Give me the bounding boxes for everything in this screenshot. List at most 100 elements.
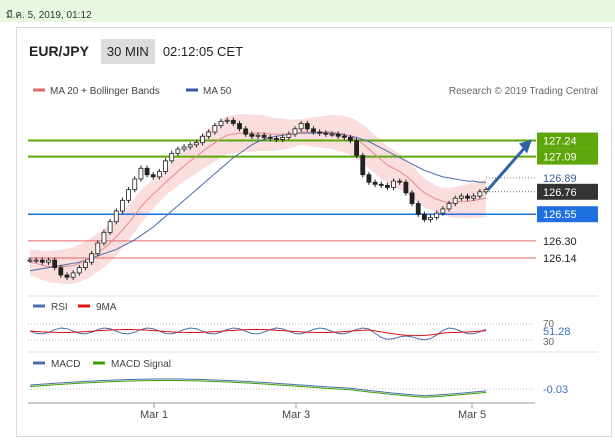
candle-body-29 <box>206 131 212 137</box>
candle-body-12 <box>101 231 107 244</box>
level-label-0: 127.24 <box>543 136 577 148</box>
candle-body-11 <box>95 242 101 255</box>
candle-body-16 <box>126 189 131 201</box>
bollinger-band <box>30 113 486 285</box>
candle-body-13 <box>107 221 113 233</box>
candle-body-54 <box>360 155 366 176</box>
candle-body-38 <box>261 134 267 138</box>
chart-time: 02:12:05 CET <box>162 43 244 59</box>
candle-body-32 <box>224 119 230 122</box>
candle-body-40 <box>274 138 279 140</box>
candle-body-22 <box>163 160 168 172</box>
candle-body-4 <box>52 259 58 268</box>
candle-body-15 <box>120 199 125 212</box>
candle-body-9 <box>83 261 88 268</box>
ma50-line <box>29 132 486 272</box>
x-label-mar3: Mar 3 <box>282 409 310 421</box>
ma20-legend-label: MA 20 + Bollinger Bands <box>50 86 160 97</box>
candle-body-20 <box>150 174 156 178</box>
level-label-bg-0 <box>537 132 598 149</box>
rsi-level-70: 70 <box>543 319 555 330</box>
date-bar: มี.ค. 5, 2019, 01:12 <box>0 0 615 22</box>
candle-body-36 <box>249 133 255 137</box>
rsi-legend-label: RSI <box>51 302 68 313</box>
candle-body-59 <box>391 180 396 188</box>
level-label-bg-3 <box>537 183 598 200</box>
candle-body-57 <box>378 183 384 186</box>
candle-body-3 <box>46 259 51 263</box>
research-credit: Research © 2019 Trading Central <box>449 86 598 97</box>
rsi-value: 51.28 <box>543 326 571 338</box>
timeframe-button[interactable]: 30 MIN <box>100 38 155 64</box>
candle-body-34 <box>237 123 242 130</box>
level-label-bg-4 <box>537 206 598 223</box>
rsi-level-30: 30 <box>543 337 555 348</box>
candle-body-18 <box>138 167 144 180</box>
candle-body-67 <box>440 208 446 214</box>
candle-body-26 <box>187 144 193 148</box>
candle-body-61 <box>403 181 409 194</box>
candle-body-48 <box>323 132 329 135</box>
level-label-5: 126.30 <box>543 236 577 248</box>
candle-body-14 <box>113 210 119 223</box>
candle-body-41 <box>280 136 286 140</box>
candle-body-45 <box>304 123 310 130</box>
candle-body-50 <box>335 133 341 137</box>
candle-body-30 <box>212 125 218 133</box>
macd-legend-label: MACD <box>51 359 80 370</box>
candle-body-73 <box>477 191 483 197</box>
candle-body-68 <box>446 203 452 210</box>
x-label-mar1: Mar 1 <box>140 409 168 421</box>
candle-body-72 <box>471 195 477 199</box>
candle-body-19 <box>144 167 150 176</box>
candle-body-65 <box>428 217 433 220</box>
candle-body-55 <box>366 174 372 183</box>
candle-body-1 <box>33 259 39 262</box>
candle-body-6 <box>64 274 70 278</box>
level-label-4: 126.55 <box>543 209 577 221</box>
macd-value: -0.03 <box>543 384 568 396</box>
candle-body-71 <box>465 195 470 199</box>
macd-signal-line <box>29 379 487 398</box>
ma50-legend-label: MA 50 <box>203 86 232 97</box>
candle-body-62 <box>409 192 415 204</box>
candle-body-58 <box>385 184 390 188</box>
candle-body-35 <box>243 128 249 135</box>
candle-body-37 <box>255 134 261 137</box>
rsi-line <box>29 327 487 341</box>
candle-body-24 <box>175 148 181 154</box>
candle-body-52 <box>348 136 353 141</box>
candle-body-0 <box>27 259 33 262</box>
candle-body-39 <box>267 136 273 139</box>
level-label-1: 127.09 <box>543 152 577 164</box>
candle-body-28 <box>200 135 205 144</box>
candle-body-25 <box>181 146 187 150</box>
level-label-6: 126.14 <box>543 253 577 265</box>
projection-arrow <box>486 147 526 191</box>
candle-body-2 <box>39 259 45 263</box>
candle-body-53 <box>354 140 359 156</box>
currency-pair: EUR/JPY <box>29 43 89 59</box>
candle-body-5 <box>58 267 64 276</box>
candle-body-44 <box>298 123 304 130</box>
level-label-3: 126.76 <box>543 187 577 199</box>
candle-body-60 <box>397 180 403 183</box>
candle-body-7 <box>70 272 76 278</box>
rsi-ma-line <box>29 329 487 337</box>
candle-body-64 <box>421 213 427 220</box>
macd-line <box>29 378 487 397</box>
projection-arrow-head <box>519 139 532 154</box>
candle-body-51 <box>341 135 347 138</box>
candle-body-43 <box>292 128 298 135</box>
candle-body-42 <box>286 133 292 138</box>
candle-body-47 <box>317 131 323 134</box>
x-label-mar5: Mar 5 <box>458 409 486 421</box>
macd-signal-legend-label: MACD Signal <box>111 359 171 370</box>
chart-header: EUR/JPY 30 MIN 02:12:05 CET <box>29 38 243 64</box>
candle-body-49 <box>329 133 335 136</box>
date-text: มี.ค. 5, 2019, 01:12 <box>6 10 92 21</box>
candle-body-66 <box>434 212 440 218</box>
candle-body-46 <box>311 128 316 133</box>
rsi-ma-legend-label: 9MA <box>96 302 117 313</box>
